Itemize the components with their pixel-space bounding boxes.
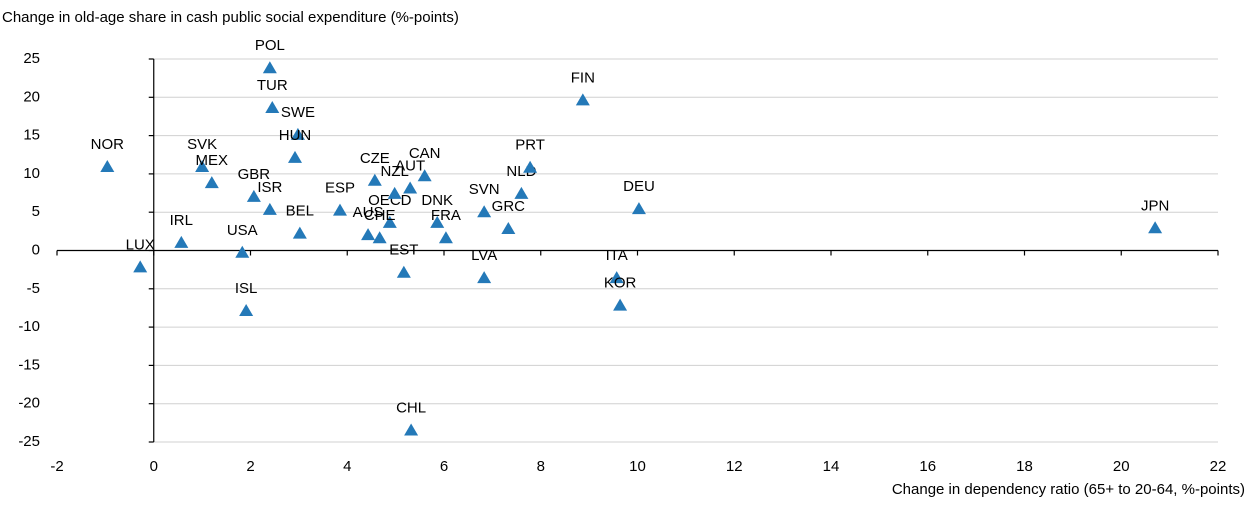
x-tick-label: 4 — [343, 458, 351, 475]
point-label: NOR — [91, 136, 125, 153]
point — [372, 231, 387, 244]
point — [631, 202, 646, 215]
y-tick-label: 15 — [23, 127, 40, 144]
point — [239, 304, 254, 317]
point — [174, 235, 189, 248]
y-tick-label: 0 — [32, 241, 40, 258]
point — [438, 231, 453, 244]
point-label: ITA — [606, 247, 628, 264]
point-label: MEX — [196, 152, 229, 169]
x-tick-label: 2 — [246, 458, 254, 475]
point — [430, 215, 445, 228]
point-label: GBR — [238, 166, 271, 183]
point-label: AUS — [353, 204, 384, 221]
y-tick-label: -5 — [27, 280, 40, 297]
point — [396, 265, 411, 278]
point-label: CZE — [360, 150, 390, 167]
point-label: TUR — [257, 77, 288, 94]
x-tick-label: 20 — [1113, 458, 1130, 475]
point — [265, 101, 280, 114]
point-label: AUT — [395, 157, 425, 174]
point — [477, 205, 492, 218]
point-label: PRT — [515, 137, 545, 154]
point-label: HUN — [279, 127, 312, 144]
point — [204, 176, 219, 189]
point-label: NZL — [380, 163, 408, 180]
point — [367, 173, 382, 186]
x-tick-label: 14 — [823, 458, 840, 475]
point — [361, 228, 376, 241]
point-label: ESP — [325, 180, 355, 197]
point-label: ISL — [235, 280, 258, 297]
point — [613, 298, 628, 311]
y-tick-label: -20 — [18, 395, 40, 412]
point — [501, 222, 516, 235]
point — [246, 189, 261, 202]
y-tick-label: -10 — [18, 318, 40, 335]
point — [332, 203, 347, 216]
y-tick-label: 5 — [32, 203, 40, 220]
point-label: SVN — [469, 181, 500, 198]
point — [100, 160, 115, 173]
x-tick-label: 10 — [629, 458, 646, 475]
point-label: ISR — [257, 179, 282, 196]
point-label: CHE — [364, 207, 396, 224]
y-tick-label: -25 — [18, 433, 40, 450]
point-label: KOR — [604, 275, 637, 292]
point — [404, 423, 419, 436]
point — [609, 271, 624, 284]
point — [387, 186, 402, 199]
point — [292, 226, 307, 239]
y-axis-title: Change in old-age share in cash public s… — [2, 9, 459, 26]
point-label: POL — [255, 37, 285, 54]
point — [290, 127, 305, 140]
point-label: CHL — [396, 399, 426, 416]
point-label: FIN — [571, 69, 595, 86]
x-tick-label: 0 — [150, 458, 158, 475]
point — [262, 202, 277, 215]
point — [288, 150, 303, 163]
x-tick-label: -2 — [50, 458, 63, 475]
point-label: SWE — [281, 104, 315, 121]
point — [477, 271, 492, 284]
point-label: BEL — [286, 203, 314, 220]
point — [133, 260, 148, 273]
x-tick-label: 8 — [537, 458, 545, 475]
y-tick-label: -15 — [18, 356, 40, 373]
y-tick-label: 25 — [23, 50, 40, 67]
point — [523, 160, 538, 173]
point — [262, 61, 277, 74]
point — [235, 245, 250, 258]
x-tick-label: 6 — [440, 458, 448, 475]
point-label: FRA — [431, 207, 461, 224]
point-label: DEU — [623, 178, 655, 195]
point-label: USA — [227, 222, 258, 239]
point-label: EST — [389, 242, 418, 259]
point-label: IRL — [170, 212, 193, 229]
y-tick-label: 10 — [23, 165, 40, 182]
point — [514, 186, 529, 199]
x-tick-label: 18 — [1016, 458, 1033, 475]
point-label: CAN — [409, 145, 441, 162]
point — [1148, 221, 1163, 234]
point-label: GRC — [492, 198, 526, 215]
point — [382, 215, 397, 228]
x-axis-title: Change in dependency ratio (65+ to 20-64… — [892, 481, 1245, 498]
point — [575, 93, 590, 106]
x-tick-label: 16 — [919, 458, 936, 475]
point — [403, 181, 418, 194]
y-tick-label: 20 — [23, 88, 40, 105]
point-label: OECD — [368, 192, 412, 209]
point — [417, 169, 432, 182]
x-tick-label: 22 — [1210, 458, 1227, 475]
point — [195, 160, 210, 173]
point-label: JPN — [1141, 197, 1169, 214]
point-label: LUX — [126, 236, 155, 253]
point-label: LVA — [471, 247, 497, 264]
point-label: SVK — [187, 136, 217, 153]
point-label: DNK — [421, 192, 453, 209]
x-tick-label: 12 — [726, 458, 743, 475]
